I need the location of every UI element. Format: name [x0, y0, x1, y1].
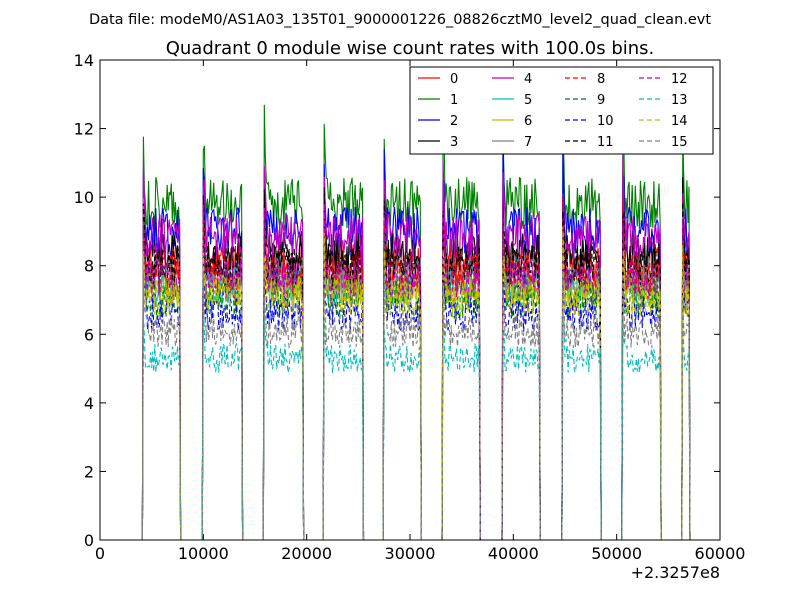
y-tick-label: 14	[74, 51, 94, 70]
legend-label-12: 12	[671, 72, 688, 87]
legend-label-15: 15	[671, 135, 688, 150]
series-line-12	[140, 203, 693, 541]
y-tick-label: 8	[84, 257, 94, 276]
y-tick-label: 0	[84, 531, 94, 550]
legend-box	[409, 66, 714, 155]
figure-suptitle: Data file: modeM0/AS1A03_135T01_90000012…	[89, 12, 711, 28]
y-tick-label: 6	[84, 325, 94, 344]
y-tick-label: 2	[84, 462, 94, 481]
x-tick-label: 20000	[281, 544, 332, 563]
legend-label-14: 14	[671, 114, 688, 129]
legend-label-1: 1	[450, 93, 458, 108]
x-tick-label: 60000	[695, 544, 746, 563]
series-layer	[140, 104, 693, 541]
y-tick-label: 12	[74, 120, 94, 139]
x-tick-label: 30000	[385, 544, 436, 563]
series-line-9	[140, 228, 693, 541]
legend-label-7: 7	[524, 135, 532, 150]
legend-label-9: 9	[597, 93, 605, 108]
legend-label-4: 4	[524, 72, 532, 87]
x-tick-label: 40000	[488, 544, 539, 563]
series-line-4	[140, 155, 693, 541]
axis-layer: 0 10000 20000 30000 40000 50000 60000024681012…	[74, 51, 746, 563]
x-tick-label: 50000	[591, 544, 642, 563]
legend-label-6: 6	[524, 114, 532, 129]
legend-label-5: 5	[524, 93, 532, 108]
legend-label-3: 3	[450, 135, 458, 150]
series-line-13	[140, 306, 693, 541]
legend-label-10: 10	[597, 114, 614, 129]
x-offset-label: +2.3257e8	[631, 563, 720, 582]
chart-title: Quadrant 0 module wise count rates with …	[166, 38, 655, 59]
x-tick-label: 10000	[178, 544, 229, 563]
legend-label-13: 13	[671, 93, 688, 108]
legend-label-2: 2	[450, 114, 458, 129]
legend-label-8: 8	[597, 72, 605, 87]
legend-label-11: 11	[597, 135, 614, 150]
x-tick-label: 0	[95, 544, 105, 563]
y-tick-label: 10	[74, 188, 94, 207]
series-line-15	[140, 270, 693, 541]
legend-label-0: 0	[450, 72, 458, 87]
y-tick-label: 4	[84, 394, 94, 413]
